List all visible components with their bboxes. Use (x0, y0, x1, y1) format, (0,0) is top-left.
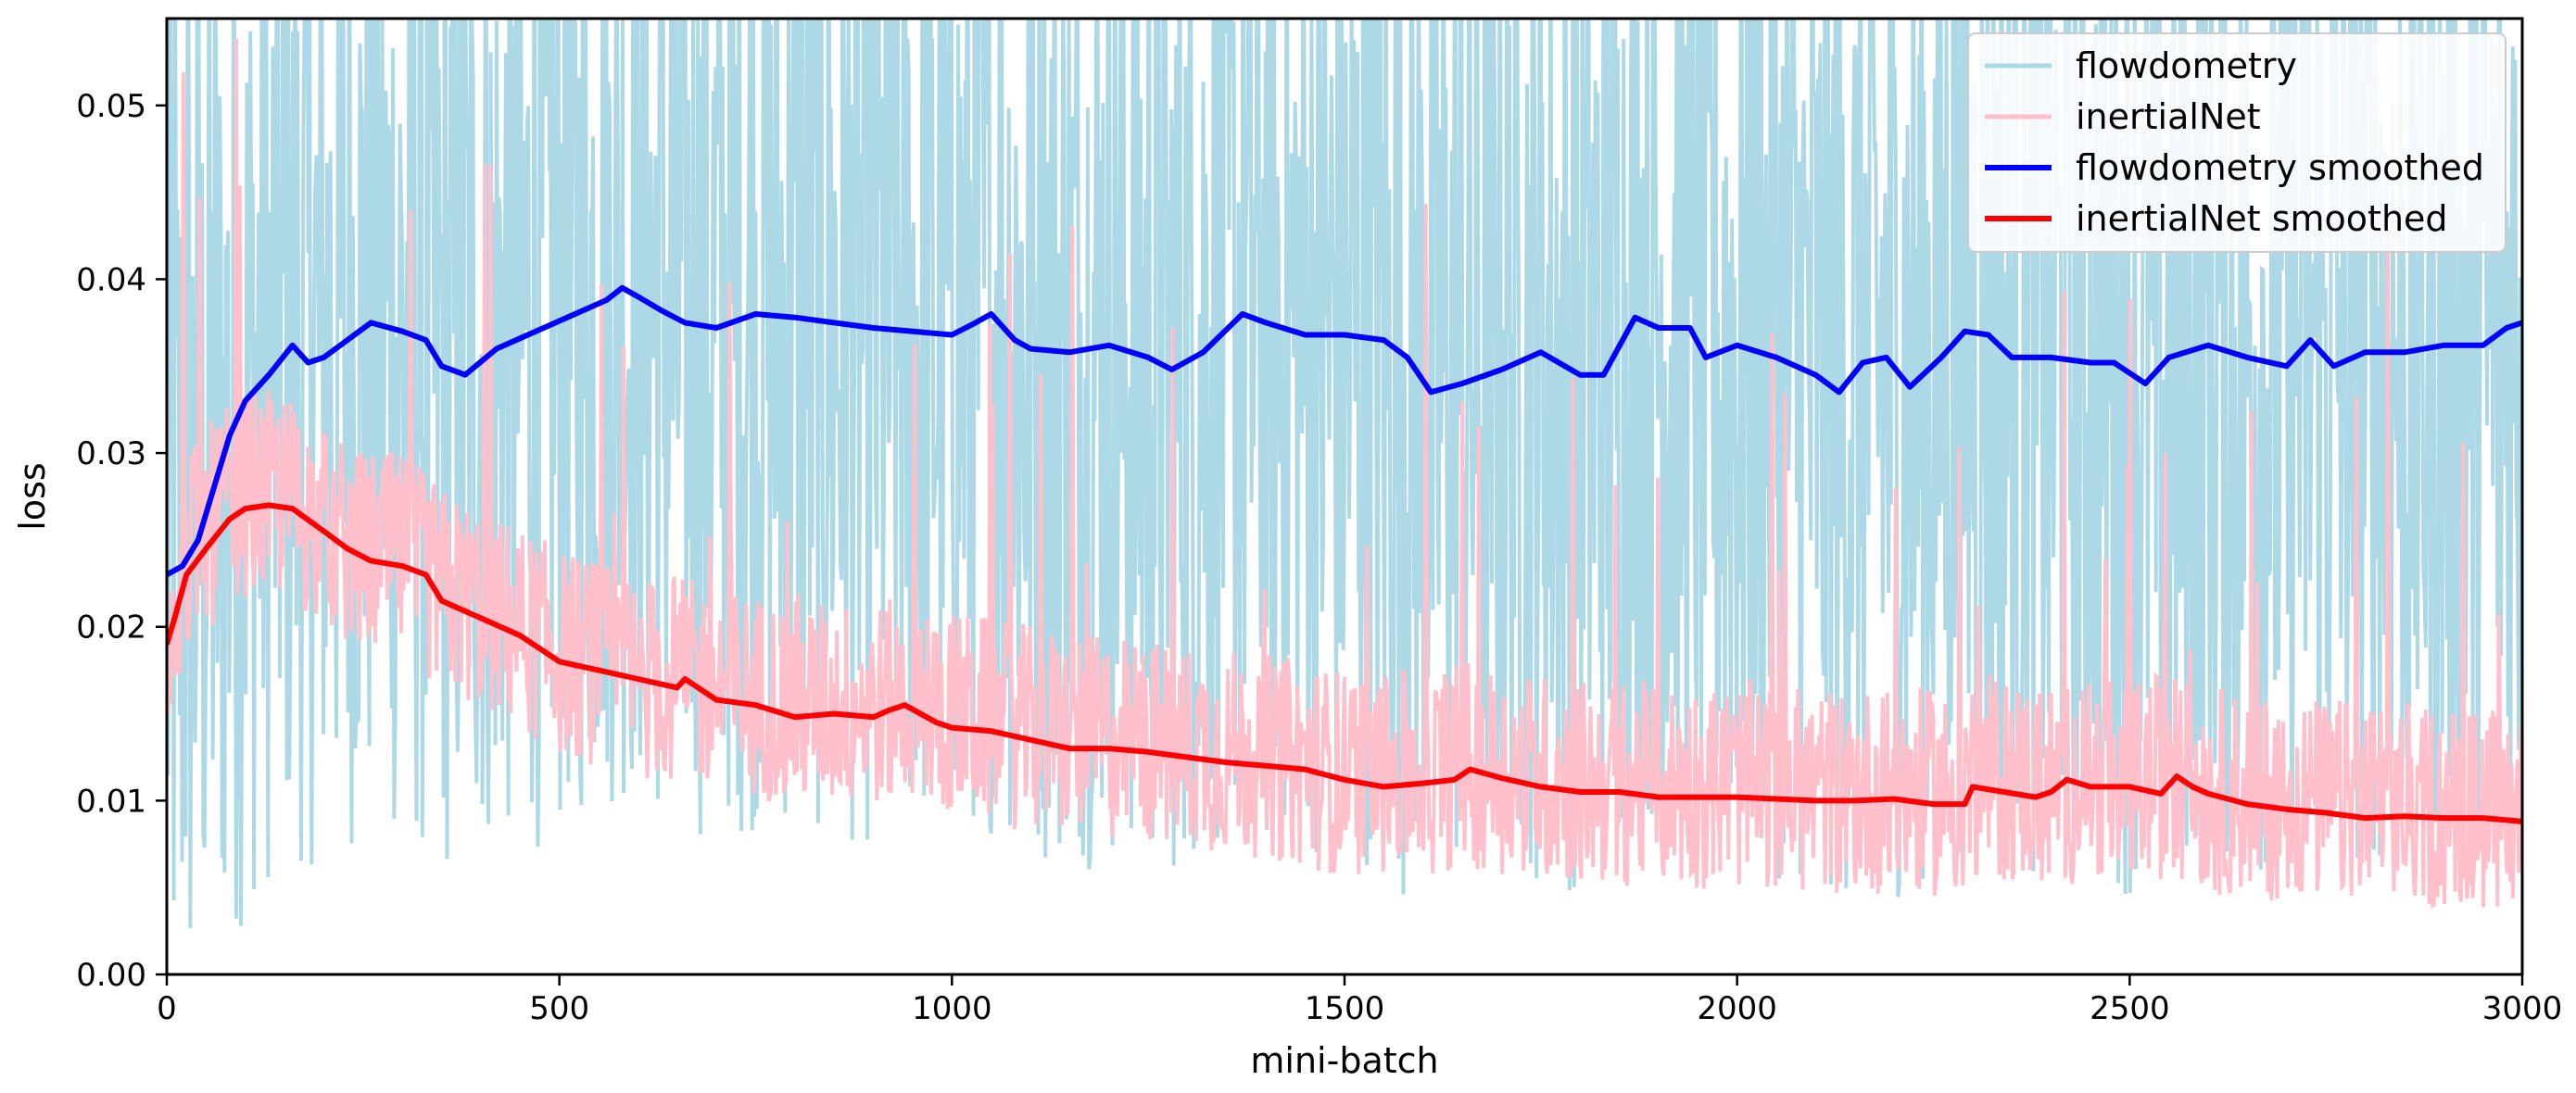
legend-label-flowdometry-smoothed: flowdometry smoothed (2076, 147, 2484, 188)
axis-layer: 0 500 1000 1500 2000 2500 3000 0.00 0.01 0.02 0.03… (76, 88, 2562, 1027)
x-tick-label: 500 (529, 990, 589, 1027)
x-tick-label: 1000 (912, 990, 992, 1027)
y-axis-title: loss (12, 462, 53, 530)
legend-label-inertialnet-smoothed: inertialNet smoothed (2076, 198, 2448, 239)
y-tick-label: 0.03 (76, 435, 146, 472)
y-tick-label: 0.02 (76, 609, 146, 647)
x-tick-label: 2500 (2090, 990, 2170, 1027)
legend-label-flowdometry: flowdometry (2076, 45, 2297, 86)
series-layer (167, 19, 2522, 928)
series-flowdometry-smoothed (167, 284, 2522, 578)
series-inertialnet-smoothed (167, 502, 2522, 824)
x-axis-title: mini-batch (1250, 1040, 1438, 1081)
y-tick-label: 0.05 (76, 88, 146, 125)
y-tick-label: 0.01 (76, 783, 146, 820)
legend: flowdometry inertialNet flowdometry smooth… (1967, 32, 2507, 253)
x-tick-label: 3000 (2482, 990, 2563, 1027)
y-tick-label: 0.04 (76, 261, 146, 298)
series-inertialnet (167, 38, 2522, 910)
legend-frame (1967, 32, 2507, 253)
x-tick-label: 0 (157, 990, 177, 1027)
x-tick-label: 1500 (1305, 990, 1385, 1027)
y-tick-label: 0.00 (76, 957, 146, 994)
legend-label-inertialnet: inertialNet (2076, 96, 2261, 137)
x-tick-label: 2000 (1697, 990, 1777, 1027)
